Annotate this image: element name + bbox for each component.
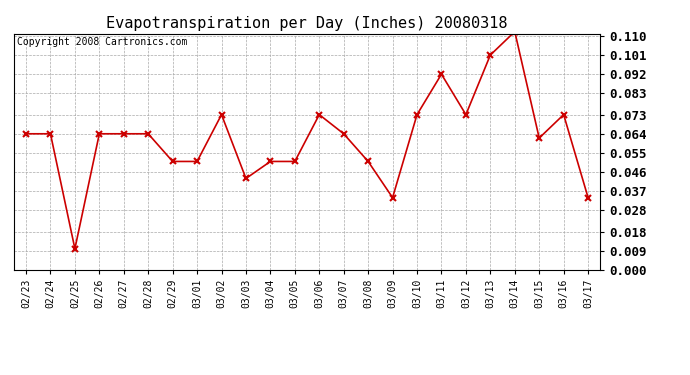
Text: Copyright 2008 Cartronics.com: Copyright 2008 Cartronics.com [17, 37, 187, 47]
Title: Evapotranspiration per Day (Inches) 20080318: Evapotranspiration per Day (Inches) 2008… [106, 16, 508, 31]
